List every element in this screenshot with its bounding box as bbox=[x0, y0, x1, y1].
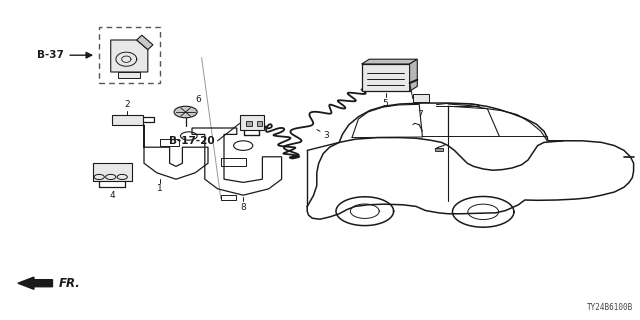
Polygon shape bbox=[435, 148, 443, 151]
Circle shape bbox=[94, 174, 104, 180]
Bar bbox=[99, 27, 160, 83]
FancyArrow shape bbox=[18, 277, 52, 289]
Text: 4: 4 bbox=[110, 191, 115, 200]
Text: 2: 2 bbox=[125, 100, 130, 109]
Polygon shape bbox=[240, 115, 264, 130]
Text: TY24B6100B: TY24B6100B bbox=[588, 303, 634, 312]
Polygon shape bbox=[118, 72, 140, 78]
Polygon shape bbox=[413, 94, 429, 102]
Text: 6: 6 bbox=[195, 95, 201, 104]
Polygon shape bbox=[137, 35, 153, 50]
Text: 1: 1 bbox=[157, 184, 163, 193]
Polygon shape bbox=[362, 64, 410, 91]
Text: 7: 7 bbox=[418, 110, 423, 119]
Circle shape bbox=[174, 106, 197, 118]
Polygon shape bbox=[410, 59, 417, 91]
Polygon shape bbox=[112, 115, 143, 125]
Text: B-17-20: B-17-20 bbox=[169, 136, 214, 146]
Text: 5: 5 bbox=[383, 99, 388, 108]
Polygon shape bbox=[257, 121, 262, 126]
Text: 8: 8 bbox=[241, 203, 246, 212]
Text: 3: 3 bbox=[323, 132, 329, 140]
Polygon shape bbox=[246, 121, 252, 126]
Polygon shape bbox=[93, 163, 132, 181]
Text: FR.: FR. bbox=[59, 277, 81, 290]
Polygon shape bbox=[362, 59, 417, 64]
Polygon shape bbox=[111, 40, 148, 72]
Circle shape bbox=[117, 174, 127, 180]
Circle shape bbox=[106, 174, 116, 180]
Text: B-37: B-37 bbox=[37, 50, 64, 60]
